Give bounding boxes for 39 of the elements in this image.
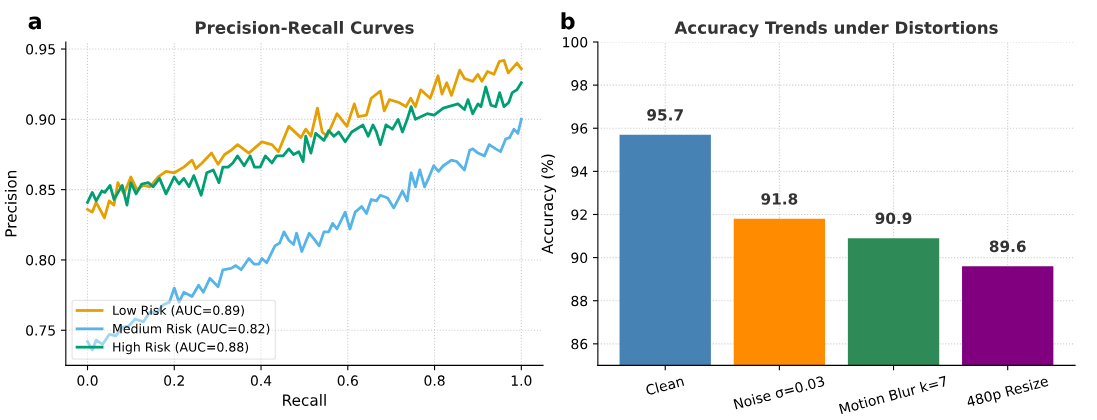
y-tick-label: 0.80: [26, 254, 56, 266]
data-label: 91.8: [761, 193, 798, 205]
y-tick-label: 90: [571, 252, 588, 264]
data-label: 95.7: [647, 109, 683, 121]
x-tick-label: 0.4: [250, 375, 272, 386]
line-series: [86, 81, 523, 207]
x-tick-label: 0.0: [77, 375, 98, 386]
data-label: 89.6: [989, 240, 1026, 253]
text: b: [561, 12, 575, 30]
chart-title: Precision-Recall Curves: [195, 21, 414, 34]
legend-label: Medium Risk (AUC=0.82): [113, 323, 270, 335]
y-tick-label: 88: [571, 295, 588, 307]
x-tick-label: 480p Resize: [965, 375, 1050, 410]
x-tick-label: 1.0: [511, 375, 532, 386]
y-tick-label: 86: [571, 338, 588, 350]
y-axis-title: Precision: [4, 170, 17, 237]
y-tick-label: 0.85: [26, 184, 55, 196]
text: a: [28, 16, 41, 30]
x-tick-label: Clean: [645, 375, 685, 396]
line-series: [86, 58, 523, 220]
y-tick-label: 0.75: [26, 325, 55, 336]
data-label: 90.9: [875, 212, 912, 225]
x-tick-label: Motion Blur k=7: [838, 375, 948, 415]
y-tick-label: 92: [571, 209, 587, 220]
x-tick-label: 0.8: [424, 375, 445, 386]
x-tick-label: Noise σ=0.03: [733, 375, 825, 410]
y-tick-label: 94: [571, 166, 588, 177]
y-tick-label: 0.95: [26, 44, 55, 55]
legend-label: High Risk (AUC=0.88): [113, 342, 249, 355]
x-tick-label: 0.2: [164, 375, 184, 386]
chart-title: Accuracy Trends under Distortions: [674, 21, 998, 38]
y-tick-label: 0.90: [26, 114, 56, 125]
y-tick-label: 100: [563, 36, 588, 48]
y-axis-title: Accuracy (%): [541, 154, 557, 255]
y-tick-label: 98: [571, 80, 588, 91]
y-tick-label: 96: [571, 123, 588, 134]
legend-label: Low Risk (AUC=0.89): [113, 305, 244, 317]
x-axis-title: Recall: [283, 394, 326, 406]
x-tick-label: 0.6: [337, 375, 358, 386]
